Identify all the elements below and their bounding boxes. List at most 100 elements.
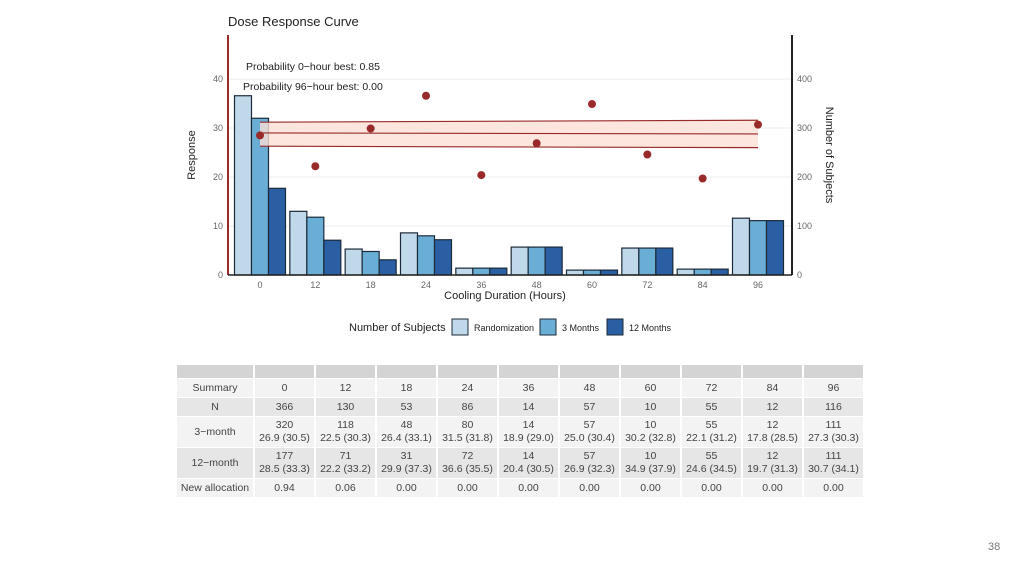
cell-count: 130 <box>336 400 355 413</box>
header-cell <box>438 365 497 378</box>
cell-mean-sd: 26.4 (33.1) <box>381 432 432 444</box>
fit-line-lower <box>259 145 759 149</box>
cell-count: 48 <box>583 381 596 394</box>
table-cell: 0.00 <box>621 479 680 497</box>
table-row: New allocation 0.94 0.06 0.00 0.00 0.00 0.00 0.… <box>177 479 863 497</box>
cell-count: 71 <box>339 450 352 462</box>
legend-label: Randomization <box>474 323 534 333</box>
bar-3-months <box>748 220 768 276</box>
row-label: New allocation <box>177 479 253 497</box>
cell-mean-sd: 31.5 (31.8) <box>442 432 493 444</box>
cell-count: 80 <box>461 419 474 431</box>
table-cell: 116 <box>804 398 863 416</box>
cell-count: 111 <box>825 450 842 462</box>
cell-mean-sd: 18.9 (29.0) <box>503 432 554 444</box>
table-cell: 14 <box>499 398 558 416</box>
cell-count: 57 <box>583 400 596 413</box>
cell-mean-sd: 30.2 (32.8) <box>625 432 676 444</box>
cell-count: 53 <box>400 400 413 413</box>
y-tick-label: 40 <box>213 74 223 84</box>
bar-3-months <box>416 235 436 276</box>
bar-3-months <box>361 250 380 276</box>
bar-3-months <box>527 246 546 276</box>
header-cell <box>377 365 436 378</box>
table-cell: 72 <box>682 379 741 397</box>
cell-count: 12 <box>766 419 779 431</box>
table-cell: 111 27.3 (30.3) <box>804 417 863 447</box>
dose-response-chart: Dose Response Curve010203040010020030040… <box>186 14 835 336</box>
cell-count: 0.94 <box>274 481 295 494</box>
cell-count: 57 <box>583 419 596 431</box>
x-tick-label: 36 <box>476 280 486 290</box>
table-cell: 0.00 <box>743 479 802 497</box>
x-tick-label: 84 <box>698 280 708 290</box>
legend-label: 12 Months <box>629 323 672 333</box>
cell-mean-sd: 19.7 (31.3) <box>747 463 798 475</box>
cell-mean-sd: 22.1 (31.2) <box>686 432 737 444</box>
bar-randomization <box>289 210 308 276</box>
table-cell: 96 <box>804 379 863 397</box>
x-tick-label: 96 <box>753 280 763 290</box>
y2-tick-label: 100 <box>797 221 812 231</box>
cell-mean-sd: 20.4 (30.5) <box>503 463 554 475</box>
table-cell: 0.00 <box>682 479 741 497</box>
response-point <box>643 150 652 159</box>
table-cell: 57 26.9 (32.3) <box>560 448 619 478</box>
cell-count: 55 <box>705 450 718 462</box>
cell-mean-sd: 27.3 (30.3) <box>808 432 859 444</box>
cell-count: 10 <box>644 400 657 413</box>
cell-mean-sd: 30.7 (34.1) <box>808 463 859 475</box>
x-tick-label: 48 <box>532 280 542 290</box>
table-cell: 60 <box>621 379 680 397</box>
cell-mean-sd: 17.8 (28.5) <box>747 432 798 444</box>
table-cell: 111 30.7 (34.1) <box>804 448 863 478</box>
table-cell: 10 <box>621 398 680 416</box>
bar-randomization <box>676 268 695 276</box>
cell-count: 0.00 <box>701 481 722 494</box>
cell-count: 14 <box>522 400 535 413</box>
header-cell <box>621 365 680 378</box>
table-cell: 12 <box>316 379 375 397</box>
response-point <box>422 91 430 100</box>
cell-count: 10 <box>644 450 657 462</box>
header-cell <box>743 365 802 378</box>
table-row: 3−month 320 26.9 (30.5) 118 22.5 (30.3) 48 26.… <box>177 417 863 447</box>
table-cell: 48 <box>560 379 619 397</box>
table-cell: 12 <box>743 398 802 416</box>
bar-12-months <box>267 187 287 276</box>
cell-count: 0.00 <box>762 481 783 494</box>
header-cell <box>316 365 375 378</box>
table-cell: 14 20.4 (30.5) <box>499 448 558 478</box>
cell-count: 0.00 <box>640 481 661 494</box>
cell-count: 31 <box>400 450 413 462</box>
table-row: Summary 0 12 18 24 36 48 60 72 84 96 <box>177 379 863 397</box>
bar-12-months <box>378 259 397 276</box>
y-tick-label: 10 <box>213 221 223 231</box>
table-cell: 71 22.2 (33.2) <box>316 448 375 478</box>
cell-count: 84 <box>766 381 779 394</box>
bar-3-months <box>693 268 712 276</box>
table-cell: 0.00 <box>438 479 497 497</box>
table-cell: 0.06 <box>316 479 375 497</box>
x-tick-label: 18 <box>366 280 376 290</box>
cell-count: 48 <box>400 419 413 431</box>
cell-count: 72 <box>461 450 474 462</box>
legend-swatch <box>451 318 469 336</box>
cell-mean-sd: 29.9 (37.3) <box>381 463 432 475</box>
table-cell: 24 <box>438 379 497 397</box>
table-cell: 177 28.5 (33.3) <box>255 448 314 478</box>
table-cell: 84 <box>743 379 802 397</box>
annotation: Probability 96−hour best: 0.00 <box>243 81 383 93</box>
table-cell: 12 19.7 (31.3) <box>743 448 802 478</box>
cell-count: 57 <box>583 450 596 462</box>
header-cell <box>499 365 558 378</box>
table-cell: 80 31.5 (31.8) <box>438 417 497 447</box>
table-cell: 118 22.5 (30.3) <box>316 417 375 447</box>
row-label: 12−month <box>177 448 253 478</box>
table-row: N 366 130 53 86 14 57 10 55 12 116 <box>177 398 863 416</box>
table-cell: 320 26.9 (30.5) <box>255 417 314 447</box>
table-header-row <box>177 365 863 378</box>
bar-randomization <box>233 95 253 276</box>
cell-count: 12 <box>766 400 779 413</box>
table-cell: 86 <box>438 398 497 416</box>
